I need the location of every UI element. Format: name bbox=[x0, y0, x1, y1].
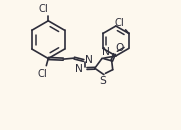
Text: N: N bbox=[75, 64, 83, 74]
Text: O: O bbox=[115, 43, 123, 53]
Text: Cl: Cl bbox=[38, 4, 48, 14]
Text: S: S bbox=[100, 76, 107, 86]
Text: N: N bbox=[85, 55, 93, 65]
Text: Cl: Cl bbox=[38, 69, 48, 79]
Text: Cl: Cl bbox=[114, 18, 124, 28]
Text: N: N bbox=[102, 47, 110, 57]
